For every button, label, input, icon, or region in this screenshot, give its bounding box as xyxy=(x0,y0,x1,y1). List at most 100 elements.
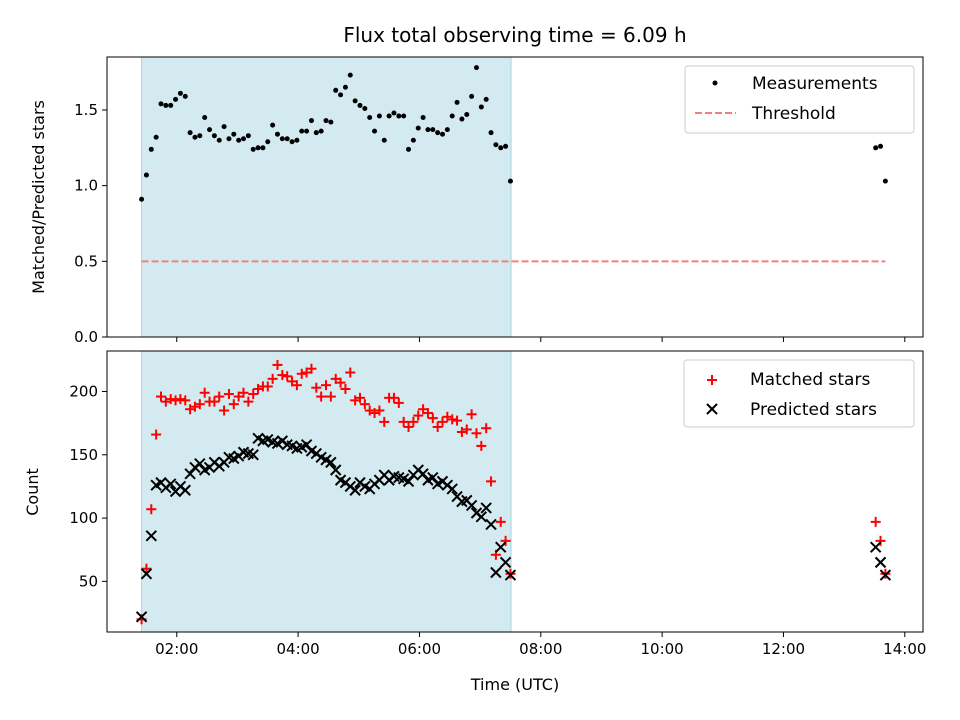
measurement-point xyxy=(459,116,465,122)
matched-star-point xyxy=(413,410,424,421)
measurement-point xyxy=(143,172,149,178)
measurement-point xyxy=(415,125,421,131)
observing-window-shade xyxy=(141,56,512,338)
panel-count-x-ticks: 02:00 04:00 06:00 08:00 10:00 12:00 14:00 xyxy=(155,632,926,658)
predicted-star-point xyxy=(179,484,191,496)
x-tick-label: 10:00 xyxy=(641,640,684,658)
measurement-point xyxy=(187,130,193,136)
matched-star-point xyxy=(452,415,463,426)
matched-star-point xyxy=(486,476,497,487)
matched-star-point xyxy=(199,387,210,398)
measurement-point xyxy=(352,98,358,104)
panel-ratio: 0.0 0.5 1.0 1.5 Matched/Predicted stars Mea… xyxy=(29,56,924,346)
measurement-point xyxy=(425,127,431,133)
matched-star-point xyxy=(243,396,254,407)
predicted-star-point xyxy=(330,464,342,476)
matched-star-point xyxy=(461,424,472,435)
legend-matched-stars: Matched stars xyxy=(750,370,870,390)
legend-count: Matched stars Predicted stars xyxy=(683,359,915,428)
y-tick-label: 0.0 xyxy=(74,328,98,346)
measurement-point xyxy=(440,131,446,137)
y-tick-label: 150 xyxy=(69,446,98,464)
matched-star-point xyxy=(325,391,336,402)
matched-star-point xyxy=(214,391,225,402)
measurement-point xyxy=(236,137,242,143)
predicted-star-point xyxy=(300,438,313,451)
measurement-point xyxy=(313,130,319,136)
predicted-star-point xyxy=(417,468,429,480)
measurement-point xyxy=(386,113,392,119)
measurement-point xyxy=(207,127,213,133)
measurement-point xyxy=(211,133,217,139)
measurement-point xyxy=(473,65,479,71)
legend-predicted-stars: Predicted stars xyxy=(750,400,877,420)
matched-star-point xyxy=(875,535,886,546)
measurement-point xyxy=(250,146,256,152)
measurement-point xyxy=(158,101,164,107)
measurement-point xyxy=(430,127,436,133)
matched-star-point xyxy=(476,440,487,451)
matched-star-point xyxy=(340,383,351,394)
measurement-point xyxy=(304,128,310,134)
legend-plus-icon xyxy=(707,375,717,385)
y-tick-label: 50 xyxy=(79,572,98,590)
measurement-point xyxy=(873,145,879,151)
matched-star-point xyxy=(495,516,506,527)
measurement-point xyxy=(464,112,470,118)
measurement-point xyxy=(231,131,237,137)
matched-star-point xyxy=(180,395,191,406)
matched-star-point xyxy=(432,421,443,432)
measurement-point xyxy=(265,139,271,145)
matched-star-point xyxy=(335,377,346,388)
matched-star-point xyxy=(219,405,230,416)
matched-star-point xyxy=(165,394,176,405)
predicted-star-point xyxy=(495,541,507,553)
measurement-point xyxy=(391,110,397,116)
measurement-point xyxy=(493,142,499,148)
matched-star-point xyxy=(466,409,477,420)
measurement-point xyxy=(381,137,387,143)
matched-star-point xyxy=(403,421,414,432)
measurement-point xyxy=(173,96,179,102)
measurement-point xyxy=(245,133,251,139)
measurement-point xyxy=(507,178,513,184)
predicted-star-point xyxy=(879,569,892,581)
panel-count-y-ticks: 50 100 150 200 xyxy=(69,383,107,590)
legend-ratio: Measurements Threshold xyxy=(684,65,915,134)
matched-star-point xyxy=(321,380,332,391)
predicted-star-point xyxy=(247,449,259,461)
measurement-point xyxy=(410,137,416,143)
y-tick-label: 200 xyxy=(69,383,98,401)
predicted-star-point xyxy=(480,502,492,514)
predicted-star-point xyxy=(465,499,478,512)
matched-star-point xyxy=(437,416,448,427)
predicted-star-point xyxy=(869,541,882,553)
predicted-star-points xyxy=(135,432,892,623)
matched-star-point xyxy=(262,381,273,392)
measurement-point xyxy=(401,113,407,119)
matched-star-point xyxy=(267,373,278,384)
matched-star-point xyxy=(170,395,181,406)
x-tick-label: 04:00 xyxy=(276,640,319,658)
measurement-point xyxy=(299,128,305,134)
measurement-point xyxy=(469,93,475,99)
chart-title: Flux total observing time = 6.09 h xyxy=(343,23,686,47)
measurement-point xyxy=(342,84,348,90)
matched-star-point xyxy=(209,396,220,407)
panel-ratio-y-ticks: 0.0 0.5 1.0 1.5 xyxy=(74,101,107,346)
predicted-star-point xyxy=(145,530,157,542)
measurement-point xyxy=(216,137,222,143)
matched-star-point xyxy=(388,392,399,403)
measurement-point xyxy=(357,102,363,108)
matched-star-point xyxy=(277,370,288,381)
measurement-point xyxy=(372,128,378,134)
matched-star-point xyxy=(223,389,234,400)
measurement-point xyxy=(362,105,368,111)
measurement-point xyxy=(454,99,460,105)
matched-star-point xyxy=(870,516,881,527)
measurement-point xyxy=(444,127,450,133)
matched-star-point xyxy=(359,399,370,410)
measurement-point xyxy=(420,115,426,121)
measurement-point xyxy=(274,131,280,137)
